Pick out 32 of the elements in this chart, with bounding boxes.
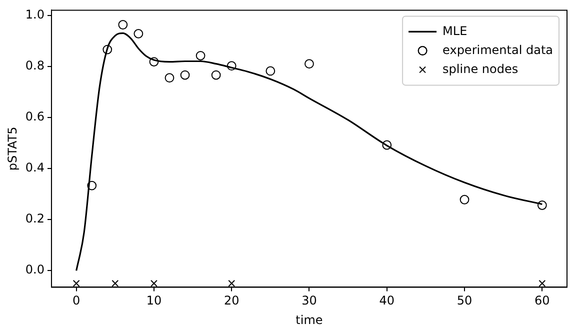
y-axis-title: pSTAT5 [5, 126, 20, 171]
y-tick-label: 0.4 [25, 160, 44, 175]
x-axis-title: time [296, 312, 323, 327]
point [304, 59, 314, 69]
point [228, 280, 236, 287]
point [211, 70, 221, 80]
x-tick-label: 50 [456, 294, 472, 308]
point [538, 280, 546, 287]
x-tick-label: 10 [146, 294, 162, 308]
y-tick-label: 0.0 [25, 262, 44, 277]
x-tick-label: 30 [302, 294, 317, 308]
point [72, 280, 80, 287]
point [196, 50, 206, 60]
x-tick-label: 0 [72, 294, 80, 308]
x-tick-label: 40 [379, 294, 395, 308]
x-tick-label: 60 [534, 294, 550, 308]
point [134, 28, 144, 38]
x-tick-label: 20 [224, 294, 240, 308]
legend-label: experimental data [442, 42, 554, 57]
point [460, 194, 470, 204]
y-tick-label: 0.8 [25, 58, 44, 72]
point [266, 66, 276, 76]
legend-label: spline nodes [442, 62, 518, 76]
point [180, 70, 190, 80]
point [164, 73, 174, 83]
point [150, 280, 158, 287]
y-tick-label: 0.2 [25, 212, 44, 226]
point [118, 20, 128, 30]
y-tick-label: 0.6 [25, 110, 44, 124]
legend-label: MLE [442, 24, 468, 38]
y-tick-label: 1.0 [25, 7, 44, 22]
point [112, 280, 119, 287]
